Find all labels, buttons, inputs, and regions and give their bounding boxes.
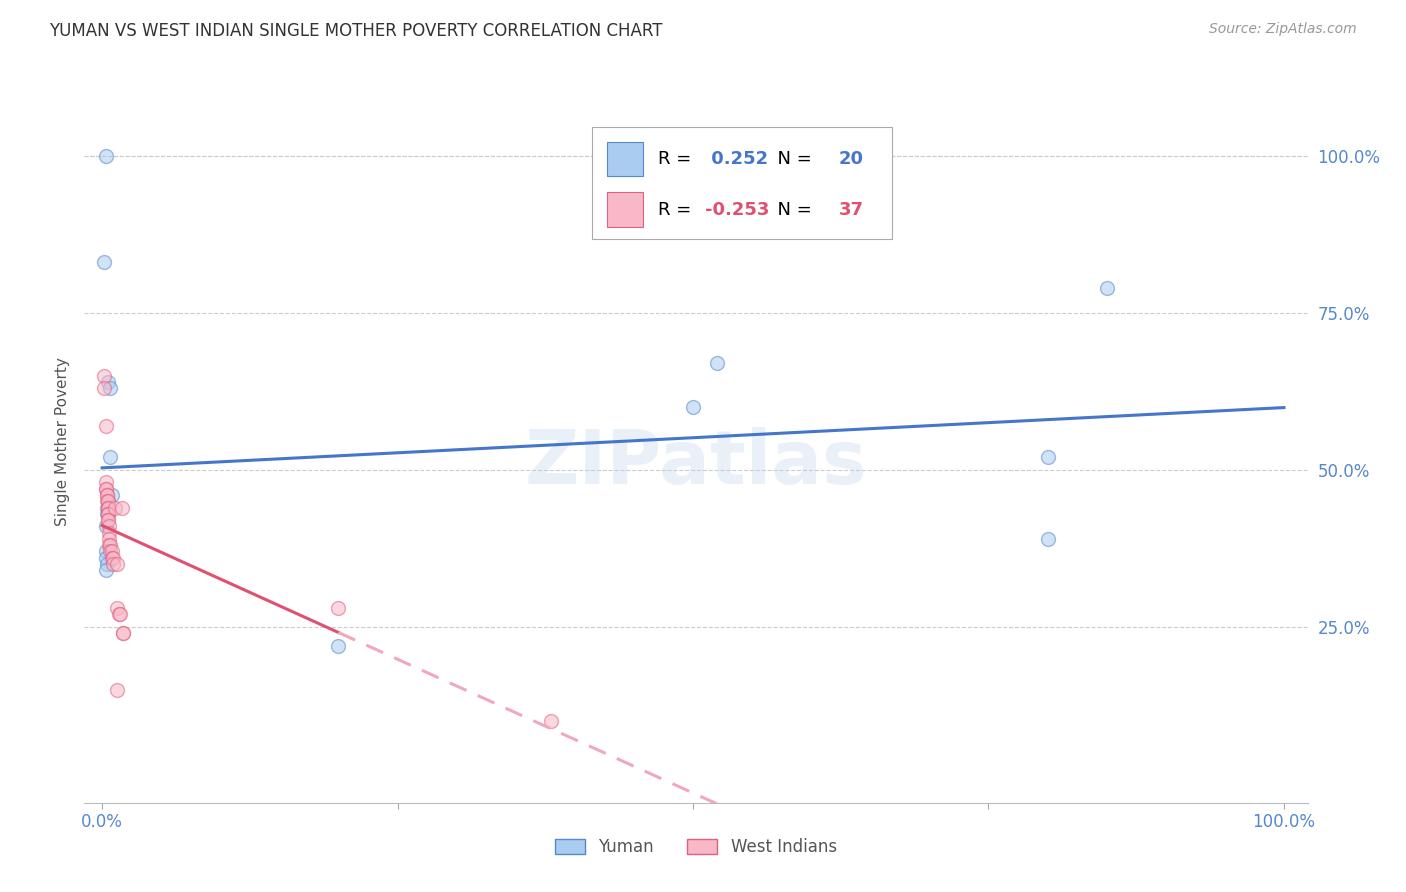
Point (97, 375, 120, 389)
Point (101, 557, 124, 571)
Point (540, 714, 562, 728)
Point (97, 494, 120, 508)
Point (98, 450, 121, 465)
Point (94, 475, 117, 490)
Text: 0.252: 0.252 (704, 150, 768, 168)
Point (97, 500, 120, 515)
Point (97, 507, 120, 521)
Y-axis label: Single Mother Poverty: Single Mother Poverty (55, 357, 70, 526)
FancyBboxPatch shape (606, 193, 644, 227)
Point (98, 538, 121, 552)
Point (94, 544, 117, 558)
Point (96, 500, 118, 515)
Legend: Yuman, West Indians: Yuman, West Indians (548, 831, 844, 863)
Point (328, 639, 350, 653)
Point (111, 500, 134, 515)
Point (112, 626, 135, 640)
Point (97, 494, 120, 508)
Point (104, 500, 127, 515)
Point (94, 482, 117, 496)
Text: 37: 37 (839, 201, 865, 219)
Text: R =: R = (658, 150, 697, 168)
Point (97, 513, 120, 527)
Point (94, 149, 117, 163)
Point (98, 519, 121, 533)
Point (93, 368, 115, 383)
Text: R =: R = (658, 201, 697, 219)
Point (94, 482, 117, 496)
Point (108, 607, 131, 622)
Point (96, 507, 118, 521)
Point (96, 557, 118, 571)
Text: 20: 20 (839, 150, 865, 168)
Text: -0.253: -0.253 (704, 201, 769, 219)
Point (1036, 450, 1059, 465)
Point (706, 356, 728, 370)
Point (97, 507, 120, 521)
Point (93, 381, 115, 395)
Point (94, 519, 117, 533)
Point (98, 525, 121, 540)
Point (1036, 532, 1059, 546)
Point (98, 544, 121, 558)
Point (94, 563, 117, 577)
Text: YUMAN VS WEST INDIAN SINGLE MOTHER POVERTY CORRELATION CHART: YUMAN VS WEST INDIAN SINGLE MOTHER POVER… (49, 22, 662, 40)
Point (107, 682, 129, 697)
Point (96, 488, 118, 502)
Point (97, 513, 120, 527)
Point (94, 418, 117, 433)
Point (682, 400, 704, 414)
Point (94, 550, 117, 565)
Text: Source: ZipAtlas.com: Source: ZipAtlas.com (1209, 22, 1357, 37)
Text: N =: N = (766, 150, 817, 168)
Point (107, 601, 129, 615)
Point (96, 494, 118, 508)
Point (100, 550, 122, 565)
Text: N =: N = (766, 201, 817, 219)
Point (93, 255, 115, 269)
Point (98, 381, 121, 395)
Point (98, 532, 121, 546)
Point (96, 488, 118, 502)
Point (112, 626, 135, 640)
Point (1095, 280, 1118, 294)
Point (100, 488, 122, 502)
Point (328, 601, 350, 615)
Point (107, 557, 129, 571)
Point (100, 544, 122, 558)
Point (101, 550, 124, 565)
Point (97, 500, 120, 515)
FancyBboxPatch shape (592, 128, 891, 239)
Point (107, 607, 129, 622)
FancyBboxPatch shape (606, 142, 644, 177)
Point (98, 538, 121, 552)
Text: ZIPatlas: ZIPatlas (524, 426, 868, 500)
